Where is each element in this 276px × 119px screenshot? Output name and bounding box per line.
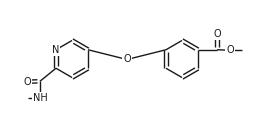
Text: O: O [226, 45, 234, 55]
Text: N: N [52, 45, 60, 55]
Text: NH: NH [33, 93, 47, 103]
Text: O: O [123, 55, 131, 64]
Text: O: O [213, 29, 221, 39]
Text: O: O [23, 77, 31, 87]
